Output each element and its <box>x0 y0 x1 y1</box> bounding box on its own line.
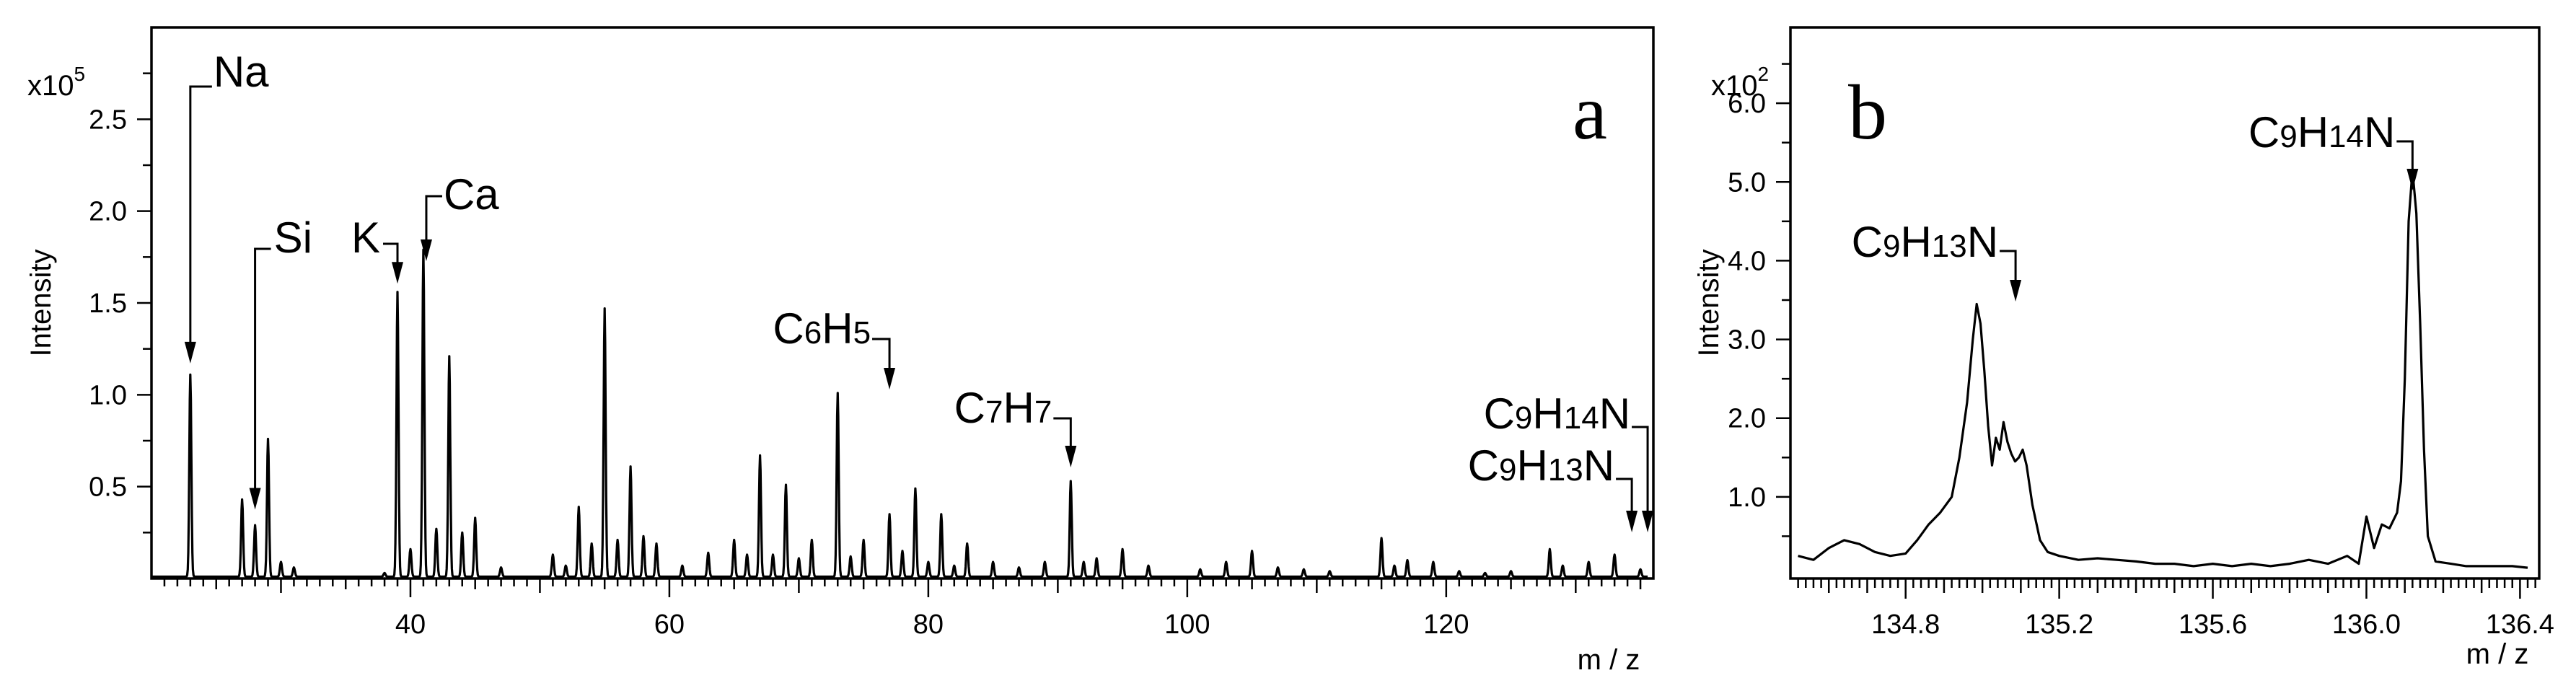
arrow-k <box>383 242 399 264</box>
arrow-head-c9h13n-b <box>2010 280 2022 302</box>
arrow-c9h13n-b <box>2000 250 2017 281</box>
arrow-head-c9h14n-a <box>1642 511 1654 532</box>
arrow-head-ca <box>420 239 432 261</box>
arrow-head-k <box>392 262 404 284</box>
x-tick-label-a: 100 <box>1164 609 1210 640</box>
y-multiplier-a: x105 <box>27 63 85 102</box>
axis-ticks-b <box>1776 63 2536 599</box>
label-k: K <box>351 214 380 262</box>
panel-a: x105 Intensity m / z a 40 60 80 100 120 0.5 1.… <box>25 26 1655 676</box>
arrow-head-si <box>249 488 261 510</box>
y-axis-title-b: Intensity <box>1693 250 1725 357</box>
y-tick-label-b: 3.0 <box>1728 325 1766 356</box>
plot-area-b <box>1789 26 2541 580</box>
x-tick-label-a: 80 <box>913 609 944 640</box>
y-tick-label-a: 2.5 <box>89 105 127 135</box>
label-c7h7: C7H7 <box>954 384 1052 432</box>
y-tick-label-a: 0.5 <box>89 472 127 503</box>
y-tick-label-a: 2.0 <box>89 197 127 227</box>
x-axis-title-b: m / z <box>2466 638 2529 670</box>
y-tick-label-b: 6.0 <box>1728 89 1766 119</box>
tick-labels-a: 40 60 80 100 120 0.5 1.0 1.5 2.0 2.5 <box>89 105 1469 640</box>
y-tick-label-b: 4.0 <box>1728 246 1766 276</box>
y-multiplier-b: x102 <box>1711 63 1769 102</box>
label-c6h5: C6H5 <box>773 304 871 353</box>
arrow-head-c6h5 <box>884 368 896 389</box>
y-tick-label-b: 1.0 <box>1728 483 1766 513</box>
tick-labels-b: 134.8 135.2 135.6 136.0 136.4 1.0 2.0 3.0 4.0 5.0… <box>1728 89 2554 640</box>
x-tick-label-b: 135.2 <box>2025 609 2093 640</box>
y-axis-title-a: Intensity <box>25 250 57 357</box>
arrow-c9h14n-b <box>2396 140 2414 170</box>
axis-ticks-a <box>137 72 1642 597</box>
y-tick-label-b: 5.0 <box>1728 167 1766 198</box>
spectrum-trace-b <box>1798 169 2528 569</box>
arrow-ca <box>425 195 442 241</box>
arrow-c9h13n-a <box>1616 477 1633 512</box>
y-tick-label-b: 2.0 <box>1728 404 1766 434</box>
annotations-b: C9H13N C9H14N <box>1852 108 2419 302</box>
arrow-na <box>189 85 212 343</box>
arrow-head-c7h7 <box>1065 446 1077 467</box>
x-tick-label-a: 120 <box>1423 609 1469 640</box>
label-si: Si <box>274 214 312 262</box>
x-tick-label-b: 136.4 <box>2486 609 2554 640</box>
label-c9h13n-a: C9H13N <box>1468 441 1614 490</box>
label-ca: Ca <box>444 170 499 219</box>
arrow-head-c9h13n-a <box>1626 511 1638 532</box>
y-tick-label-a: 1.0 <box>89 380 127 410</box>
y-tick-label-a: 1.5 <box>89 289 127 319</box>
x-tick-label-b: 134.8 <box>1871 609 1940 640</box>
arrow-si <box>254 247 271 490</box>
panel-letter-a: a <box>1573 70 1607 156</box>
label-na: Na <box>214 48 269 96</box>
plot-area-a <box>150 26 1655 580</box>
x-tick-label-b: 135.6 <box>2179 609 2247 640</box>
label-c9h14n-b: C9H14N <box>2248 108 2395 157</box>
x-tick-label-a: 60 <box>654 609 685 640</box>
label-c9h14n-a: C9H14N <box>1484 389 1630 438</box>
label-c9h13n-b: C9H13N <box>1852 218 1998 266</box>
arrow-head-c9h14n-b <box>2406 169 2419 190</box>
arrow-c6h5 <box>872 338 891 369</box>
x-tick-label-a: 40 <box>395 609 426 640</box>
spectrum-trace-a <box>151 248 1648 578</box>
x-axis-title-a: m / z <box>1578 644 1640 676</box>
panel-b: x102 Intensity m / z b 134.8 135.2 135.6 13… <box>1693 26 2554 670</box>
x-tick-label-b: 136.0 <box>2332 609 2401 640</box>
panel-letter-b: b <box>1848 70 1887 156</box>
arrow-c7h7 <box>1053 417 1072 447</box>
arrow-head-na <box>184 341 196 364</box>
arrow-c9h14n-a <box>1632 426 1649 512</box>
